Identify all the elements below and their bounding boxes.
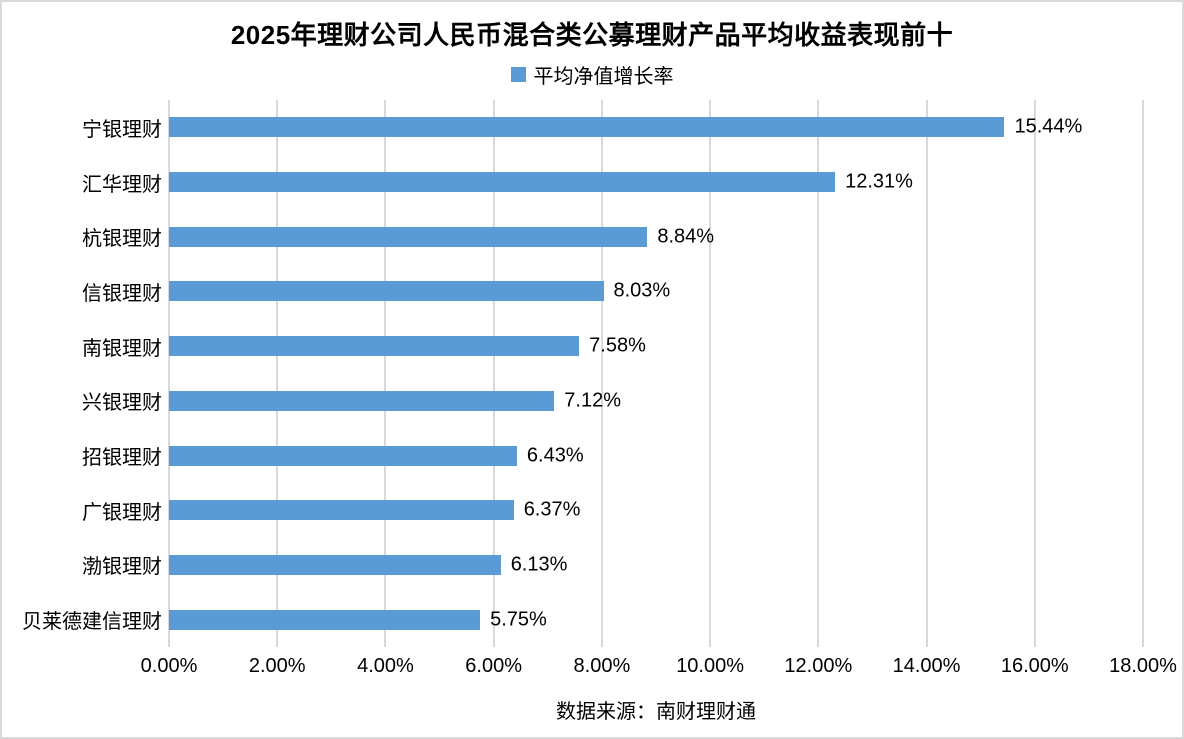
value-label: 15.44% [1014, 115, 1083, 138]
bar-row: 15.44% [169, 100, 1143, 155]
value-label: 5.75% [490, 608, 547, 631]
x-axis-tick-label: 18.00% [1109, 655, 1177, 677]
bar [169, 390, 555, 411]
category-label: 兴银理财 [82, 392, 162, 415]
x-axis-tick-label: 12.00% [784, 655, 853, 677]
bar [169, 609, 481, 630]
x-axis-tick-label: 4.00% [357, 655, 414, 677]
legend-swatch-icon [510, 67, 526, 82]
value-label: 6.37% [523, 498, 581, 521]
value-label: 8.03% [613, 279, 671, 302]
value-label: 6.43% [526, 444, 584, 467]
category-label: 招银理财 [82, 447, 162, 470]
value-label: 7.12% [564, 389, 621, 412]
x-axis-tick-label: 16.00% [1000, 655, 1069, 677]
value-label: 6.13% [510, 553, 568, 576]
legend-label: 平均净值增长率 [533, 66, 674, 88]
bar-row: 6.13% [169, 538, 1143, 593]
gridline [1033, 100, 1036, 647]
gridline [384, 100, 387, 647]
gridline [600, 100, 603, 647]
category-label: 广银理财 [82, 501, 162, 524]
bar [169, 226, 648, 247]
gridline [168, 100, 170, 647]
gridline [925, 100, 928, 647]
category-label: 信银理财 [82, 282, 162, 305]
bar-row: 6.43% [169, 428, 1143, 483]
category-label: 渤银理财 [82, 556, 162, 579]
bar [169, 117, 1005, 138]
value-label: 8.84% [657, 225, 715, 248]
x-axis: 0.00% 2.00% 4.00% 6.00% 8.00% 10.00% 12.00% 14.… [141, 655, 1177, 683]
bar-row: 8.03% [169, 264, 1143, 319]
bar-row: 7.12% [169, 374, 1143, 429]
gridline [817, 100, 820, 647]
category-axis: 宁银理财汇华理财杭银理财信银理财南银理财兴银理财招银理财广银理财渤银理财贝莱德建… [2, 100, 162, 647]
source-note: 数据来源：南财理财通 [556, 701, 756, 723]
bar-row: 5.75% [169, 592, 1143, 647]
category-label: 汇华理财 [82, 173, 162, 196]
gridline [1142, 100, 1144, 647]
value-label: 12.31% [845, 170, 913, 193]
category-label: 杭银理财 [82, 228, 162, 251]
gridline [492, 100, 495, 647]
x-axis-tick-label: 2.00% [248, 655, 306, 677]
bar [169, 445, 517, 466]
bar-row: 7.58% [169, 319, 1143, 374]
bar [169, 281, 604, 302]
category-label: 南银理财 [82, 337, 162, 360]
plot-area: 15.44% 12.31% 8.84% 8.03% 7.58% 7.12% 6.43% 6.3… [168, 100, 1144, 647]
x-axis-tick-label: 6.00% [465, 655, 523, 677]
x-axis-tick-label: 0.00% [140, 655, 198, 677]
value-label: 7.58% [589, 334, 646, 357]
bar [169, 172, 836, 193]
bar-row: 12.31% [169, 155, 1143, 210]
x-axis-tick-label: 8.00% [573, 655, 631, 677]
legend: 平均净值增长率 [2, 60, 1182, 89]
bar-row: 8.84% [169, 209, 1143, 264]
x-axis-tick-label: 10.00% [676, 655, 745, 677]
gridline [276, 100, 279, 647]
category-label: 宁银理财 [82, 118, 162, 141]
bar [169, 336, 580, 357]
bar [169, 554, 501, 575]
gridline [709, 100, 712, 647]
bar [169, 500, 514, 521]
chart-title: 2025年理财公司人民币混合类公募理财产品平均收益表现前十 [230, 20, 954, 50]
category-label: 贝莱德建信理财 [22, 611, 162, 634]
bar-row: 6.37% [169, 483, 1143, 538]
x-axis-tick-label: 14.00% [892, 655, 961, 677]
